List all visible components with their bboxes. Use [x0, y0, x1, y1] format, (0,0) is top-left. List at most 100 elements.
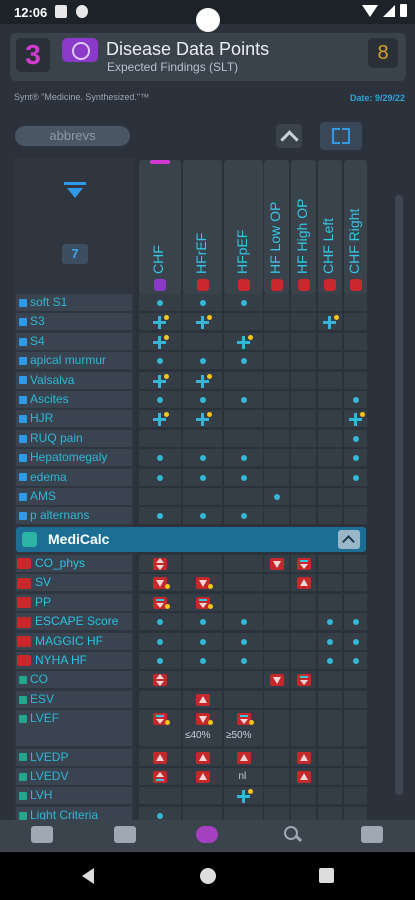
grid-cell[interactable] [318, 690, 342, 708]
grid-cell[interactable] [291, 632, 316, 650]
grid-cell[interactable] [139, 391, 181, 408]
grid-cell[interactable] [344, 632, 367, 650]
grid-cell[interactable] [318, 787, 342, 805]
grid-cell[interactable] [291, 652, 316, 669]
grid-cell[interactable] [344, 671, 367, 689]
grid-cell[interactable] [344, 507, 367, 525]
grid-cell[interactable] [139, 632, 181, 650]
grid-cell[interactable] [183, 313, 222, 331]
row-label[interactable]: LVEDP [16, 748, 132, 766]
grid-cell[interactable] [318, 410, 342, 428]
grid-cell[interactable] [224, 468, 263, 486]
grid-cell[interactable] [224, 690, 263, 708]
grid-cell[interactable] [318, 391, 342, 408]
row-label[interactable]: Valsalva [16, 371, 132, 389]
grid-cell[interactable] [264, 410, 289, 428]
grid-cell[interactable] [291, 710, 316, 747]
grid-cell[interactable] [183, 332, 222, 350]
grid-cell[interactable] [344, 652, 367, 669]
grid-cell[interactable] [183, 652, 222, 669]
grid-cell[interactable] [344, 748, 367, 766]
row-label[interactable]: RUQ pain [16, 429, 132, 447]
grid-cell[interactable] [224, 488, 263, 505]
row-label[interactable]: Hepatomegaly [16, 449, 132, 467]
grid-cell[interactable] [291, 371, 316, 389]
grid-cell[interactable] [291, 391, 316, 408]
grid-cell[interactable] [344, 488, 367, 505]
grid-cell[interactable] [139, 371, 181, 389]
grid-cell[interactable] [264, 352, 289, 370]
tab-calendar[interactable] [110, 824, 140, 846]
grid-cell[interactable] [291, 806, 316, 820]
scrollbar[interactable] [395, 195, 403, 795]
grid-cell[interactable] [224, 371, 263, 389]
grid-cell[interactable] [344, 352, 367, 370]
tab-search[interactable] [277, 824, 307, 846]
tab-view[interactable] [27, 824, 57, 846]
abbrevs-button[interactable]: abbrevs [15, 126, 130, 146]
grid-cell[interactable] [318, 449, 342, 467]
grid-cell[interactable] [139, 410, 181, 428]
grid-cell[interactable] [139, 671, 181, 689]
grid-cell[interactable] [344, 449, 367, 467]
row-label[interactable]: S3 [16, 313, 132, 331]
column-header[interactable]: HFrEF [183, 160, 222, 294]
grid-cell[interactable] [344, 468, 367, 486]
grid-cell[interactable] [344, 294, 367, 311]
grid-cell[interactable] [318, 313, 342, 331]
grid-cell[interactable] [139, 593, 181, 611]
grid-cell[interactable] [183, 690, 222, 708]
column-header[interactable]: HF High OP [291, 160, 316, 294]
back-icon[interactable] [82, 868, 94, 884]
grid-cell[interactable] [224, 391, 263, 408]
column-header[interactable]: HF Low OP [264, 160, 289, 294]
grid-cell[interactable] [318, 371, 342, 389]
grid-cell[interactable] [183, 410, 222, 428]
grid-cell[interactable] [139, 574, 181, 592]
grid-cell[interactable] [139, 294, 181, 311]
grid-cell[interactable] [291, 555, 316, 572]
grid-cell[interactable] [318, 488, 342, 505]
grid-cell[interactable]: nl [224, 768, 263, 785]
medicalc-section-header[interactable]: MediCalc [16, 527, 366, 552]
chevron-up-icon[interactable] [276, 124, 302, 148]
grid-cell[interactable] [318, 652, 342, 669]
grid-cell[interactable] [318, 593, 342, 611]
fullscreen-icon[interactable] [320, 122, 362, 150]
grid-cell[interactable] [264, 768, 289, 785]
grid-cell[interactable] [264, 294, 289, 311]
row-label[interactable]: ESCAPE Score [16, 613, 132, 631]
row-label[interactable]: p alternans [16, 507, 132, 525]
grid-cell[interactable] [264, 429, 289, 447]
row-label[interactable]: AMS [16, 488, 132, 505]
row-label[interactable]: NYHA HF [16, 652, 132, 669]
grid-cell[interactable] [291, 748, 316, 766]
grid-cell[interactable] [224, 294, 263, 311]
row-label[interactable]: LVEDV [16, 768, 132, 785]
grid-cell[interactable] [183, 449, 222, 467]
grid-cell[interactable] [318, 710, 342, 747]
grid-cell[interactable] [183, 748, 222, 766]
grid-cell[interactable] [344, 710, 367, 747]
home-icon[interactable] [200, 868, 216, 884]
grid-cell[interactable] [318, 332, 342, 350]
grid-cell[interactable] [264, 488, 289, 505]
column-header[interactable]: CHF [139, 160, 181, 294]
column-header[interactable]: HFpEF [224, 160, 263, 294]
grid-cell[interactable] [291, 488, 316, 505]
row-label[interactable]: LVEF [16, 710, 132, 747]
grid-cell[interactable] [291, 313, 316, 331]
grid-cell[interactable] [139, 488, 181, 505]
row-label[interactable]: Light Criteria [16, 806, 132, 820]
grid-cell[interactable] [183, 555, 222, 572]
grid-cell[interactable] [264, 391, 289, 408]
grid-cell[interactable] [264, 806, 289, 820]
grid-cell[interactable] [291, 332, 316, 350]
grid-cell[interactable] [183, 574, 222, 592]
grid-cell[interactable] [264, 748, 289, 766]
grid-cell[interactable] [224, 449, 263, 467]
grid-cell[interactable] [183, 613, 222, 631]
grid-cell[interactable] [344, 332, 367, 350]
grid-cell[interactable] [318, 429, 342, 447]
grid-cell[interactable] [264, 555, 289, 572]
